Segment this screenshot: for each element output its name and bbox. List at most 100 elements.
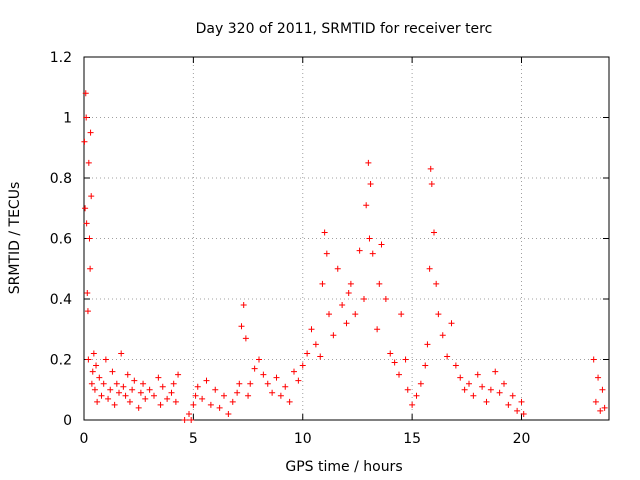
data-point — [308, 326, 315, 333]
data-point — [426, 265, 433, 272]
data-point — [595, 374, 602, 381]
data-point — [90, 350, 97, 357]
data-point — [207, 401, 214, 408]
y-axis-label: SRMTID / TECUs — [7, 182, 23, 295]
data-point — [487, 386, 494, 393]
data-point — [277, 392, 284, 399]
data-point — [84, 289, 91, 296]
plot-frame — [83, 56, 610, 421]
data-point — [345, 289, 352, 296]
data-point — [113, 380, 120, 387]
data-point — [378, 241, 385, 248]
data-point — [111, 401, 118, 408]
data-point — [247, 380, 254, 387]
data-point — [234, 389, 241, 396]
data-point — [131, 377, 138, 384]
data-point — [82, 90, 89, 97]
data-point — [88, 380, 95, 387]
data-point — [98, 392, 105, 399]
data-point — [518, 398, 525, 405]
data-point — [221, 392, 227, 399]
y-tick-label: 0.2 — [50, 353, 72, 369]
data-point — [424, 341, 431, 348]
data-point — [330, 332, 337, 339]
x-tick-label: 5 — [189, 431, 198, 447]
data-point — [155, 374, 162, 381]
data-point — [356, 247, 363, 254]
data-point — [225, 410, 232, 417]
data-point — [269, 389, 276, 396]
data-point — [433, 280, 440, 287]
data-point — [597, 407, 604, 414]
data-point — [363, 202, 370, 209]
data-point — [321, 229, 328, 236]
data-point — [170, 380, 177, 387]
data-point — [273, 374, 280, 381]
data-point — [492, 368, 499, 375]
data-point — [157, 401, 164, 408]
data-point — [86, 235, 93, 242]
y-tick-label: 0.4 — [50, 292, 72, 308]
data-point — [427, 165, 434, 172]
data-point — [100, 380, 107, 387]
data-point — [89, 368, 96, 375]
data-point — [505, 401, 512, 408]
data-point — [509, 392, 516, 399]
data-point — [256, 356, 262, 363]
data-point — [317, 353, 324, 360]
data-point — [84, 308, 91, 315]
data-point — [601, 404, 608, 411]
data-point — [402, 356, 409, 363]
data-point — [404, 386, 411, 393]
data-point — [236, 380, 243, 387]
data-point — [435, 311, 442, 318]
x-tick-label: 20 — [513, 431, 531, 447]
data-point — [120, 383, 127, 390]
y-tick-label: 1 — [63, 111, 72, 127]
data-point — [286, 398, 293, 405]
data-point — [194, 383, 201, 390]
data-point — [295, 377, 302, 384]
data-point — [240, 302, 247, 309]
x-tick-label: 0 — [80, 431, 89, 447]
data-point — [347, 280, 354, 287]
data-point — [238, 323, 245, 330]
data-point — [126, 398, 133, 405]
data-point — [96, 374, 103, 381]
data-point — [592, 398, 599, 405]
y-tick-label: 0.6 — [50, 232, 72, 248]
data-point — [212, 386, 219, 393]
data-point — [312, 341, 319, 348]
data-point — [326, 311, 332, 318]
data-point — [428, 181, 435, 188]
data-point — [391, 359, 398, 366]
data-point — [396, 371, 402, 378]
data-point — [137, 389, 144, 396]
data-point — [186, 410, 192, 417]
axis-ticks: 0 0.2 0.4 0.6 0.8 1 1.2 0 5 10 15 20 — [50, 50, 609, 447]
x-tick-label: 15 — [403, 431, 421, 447]
data-point — [181, 417, 188, 423]
data-point — [343, 320, 350, 327]
data-point — [199, 395, 206, 402]
data-point — [216, 404, 223, 411]
data-point — [319, 280, 326, 287]
data-point — [444, 353, 451, 360]
data-point — [496, 389, 503, 396]
x-axis-label: GPS time / hours — [285, 459, 402, 475]
data-point — [129, 386, 136, 393]
data-point — [599, 386, 606, 393]
data-point — [151, 392, 157, 399]
data-point — [87, 265, 94, 272]
data-point — [229, 398, 236, 405]
data-point — [188, 417, 195, 423]
data-point — [282, 383, 289, 390]
data-point — [94, 398, 101, 405]
data-point — [382, 296, 389, 302]
data-point — [474, 371, 481, 378]
data-point — [334, 265, 341, 272]
data-point — [175, 371, 182, 378]
data-points — [81, 90, 608, 423]
data-point — [164, 395, 171, 402]
data-point — [365, 159, 372, 166]
